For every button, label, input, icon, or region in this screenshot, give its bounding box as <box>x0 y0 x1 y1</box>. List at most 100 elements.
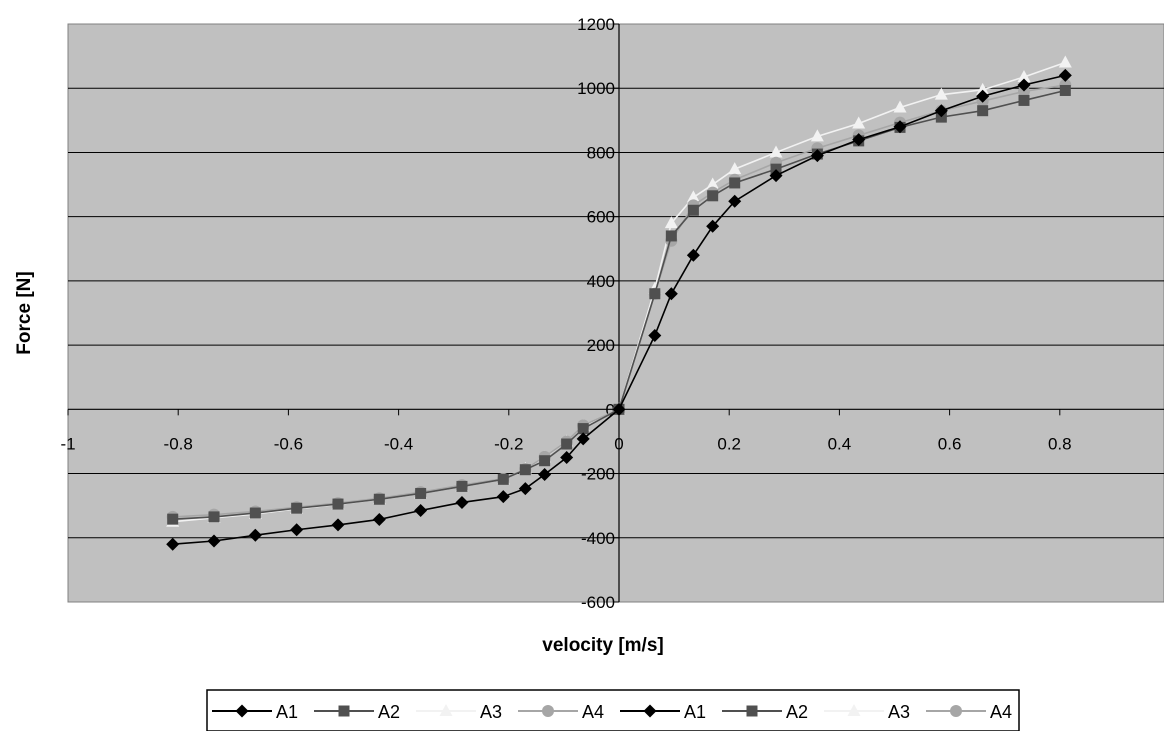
data-point-a2 <box>519 464 531 476</box>
y-tick-label: 1200 <box>577 15 615 34</box>
x-tick-label: -0.6 <box>274 434 303 453</box>
data-point-a2 <box>539 455 551 467</box>
legend-item-a3: A3 <box>824 702 910 722</box>
data-point-a1 <box>372 512 386 526</box>
y-axis-label: Force [N] <box>14 271 35 354</box>
legend-swatch-marker <box>439 704 453 716</box>
data-point-a2 <box>729 177 741 189</box>
plot-area <box>67 23 1164 603</box>
legend-label: A3 <box>888 702 910 722</box>
data-point-a2 <box>249 507 261 519</box>
legend-label: A1 <box>684 702 706 722</box>
series-group <box>166 55 1072 551</box>
data-point-a1 <box>538 468 552 482</box>
data-point-a2 <box>687 204 699 216</box>
legend-swatch-marker <box>235 704 249 718</box>
legend-item-a4: A4 <box>518 702 604 722</box>
y-tick-label: 1000 <box>577 79 615 98</box>
data-point-a2 <box>577 423 589 435</box>
legend-swatch-marker <box>746 705 758 717</box>
data-point-a1 <box>1017 78 1031 92</box>
data-point-a2 <box>332 498 344 510</box>
data-point-a1 <box>576 432 590 446</box>
x-tick-label: -0.2 <box>494 434 523 453</box>
data-point-a3 <box>810 129 824 142</box>
data-point-a3 <box>769 145 783 158</box>
data-point-a2 <box>208 511 220 523</box>
x-tick-label: 0.6 <box>938 434 962 453</box>
data-point-a2 <box>561 438 573 450</box>
series-a1 <box>166 68 1072 551</box>
data-point-a1 <box>810 149 824 163</box>
data-point-a2 <box>1018 94 1030 106</box>
data-point-a2 <box>373 493 385 505</box>
x-tick-label: -0.4 <box>384 434 413 453</box>
data-point-a3 <box>852 116 866 129</box>
y-tick-label: 600 <box>587 208 615 227</box>
data-point-a2 <box>665 230 677 242</box>
data-point-a3 <box>1058 55 1072 68</box>
data-point-a1 <box>166 537 180 551</box>
x-axis-label: velocity [m/s] <box>542 635 663 656</box>
y-tick-label: 200 <box>587 336 615 355</box>
data-point-a2 <box>456 480 468 492</box>
data-point-a1 <box>893 120 907 134</box>
x-tick-labels: -1 -0.8 -0.6 -0.4 -0.2 0 0.2 0.4 0.6 0.8 <box>60 434 1071 453</box>
data-point-a3 <box>893 100 907 113</box>
data-point-a2 <box>1059 84 1071 96</box>
y-tick-label: -600 <box>581 593 615 612</box>
data-point-a1 <box>248 528 262 542</box>
data-point-a1 <box>706 219 720 233</box>
x-tick-label: -0.8 <box>164 434 193 453</box>
data-point-a2 <box>707 190 719 202</box>
data-point-a1 <box>612 402 626 416</box>
data-point-a1 <box>769 169 783 183</box>
data-point-a1 <box>664 287 678 301</box>
y-tick-label: 0 <box>606 400 615 419</box>
data-point-a3 <box>934 87 948 100</box>
x-tick-label: 0.8 <box>1048 434 1072 453</box>
y-tick-labels: -600 -400 -200 0 200 400 600 800 1000 1200 <box>577 15 615 612</box>
legend-label: A2 <box>378 702 400 722</box>
legend-swatch-marker <box>643 704 657 718</box>
legend-item-a1: A1 <box>620 702 706 722</box>
data-point-a1 <box>414 503 428 517</box>
legend-swatch-marker <box>542 705 554 717</box>
legend-item-a4: A4 <box>926 702 1012 722</box>
legend-swatch-marker <box>847 704 861 716</box>
data-point-a1 <box>648 328 662 342</box>
data-point-a1 <box>518 482 532 496</box>
x-tick-label: 0.4 <box>828 434 852 453</box>
x-tick-label: 0 <box>614 434 623 453</box>
data-point-a1 <box>686 248 700 262</box>
data-point-a3 <box>1017 69 1031 82</box>
data-point-a1 <box>455 495 469 509</box>
legend-label: A4 <box>990 702 1012 722</box>
data-point-a1 <box>728 194 742 208</box>
data-point-a1 <box>331 518 345 532</box>
data-point-a2 <box>497 473 509 485</box>
data-point-a3 <box>664 216 678 229</box>
data-point-a2 <box>291 502 303 514</box>
data-point-a3 <box>686 190 700 203</box>
legend-item-a2: A2 <box>314 702 400 722</box>
data-point-a1 <box>560 451 574 464</box>
legend-item-a1: A1 <box>212 702 298 722</box>
data-point-a2 <box>977 105 989 117</box>
series-a2 <box>167 84 1071 525</box>
legend-swatch-marker <box>950 705 962 717</box>
data-point-a1 <box>496 490 510 504</box>
legend-item-a3: A3 <box>416 702 502 722</box>
legend-item-a2: A2 <box>722 702 808 722</box>
data-point-a3 <box>976 82 990 95</box>
y-tick-label: -400 <box>581 529 615 548</box>
gridlines <box>68 23 1164 603</box>
data-point-a1 <box>976 89 990 103</box>
data-point-a2 <box>649 288 661 300</box>
legend: A1 A2 A3 A4 A1 A2 A3 A4 <box>206 689 1020 731</box>
data-point-a3 <box>706 177 720 190</box>
y-tick-label: -200 <box>581 465 615 484</box>
data-point-a2 <box>415 487 427 499</box>
data-point-a2 <box>167 513 179 525</box>
x-tick-label: 0.2 <box>717 434 741 453</box>
